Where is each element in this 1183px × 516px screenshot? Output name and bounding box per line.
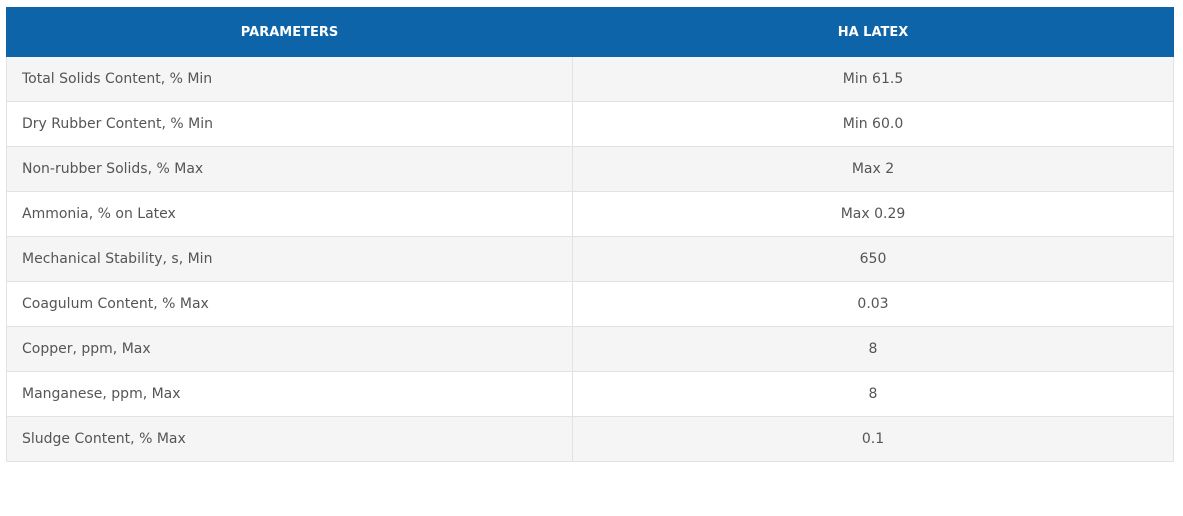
parameter-cell: Ammonia, % on Latex: [6, 191, 573, 237]
header-cell: PARAMETERS: [6, 7, 573, 57]
parameter-cell: Mechanical Stability, s, Min: [6, 236, 573, 282]
table-row: Copper, ppm, Max 8: [6, 326, 1174, 372]
parameter-cell: Dry Rubber Content, % Min: [6, 101, 573, 147]
table-row: Dry Rubber Content, % Min Min 60.0: [6, 101, 1174, 147]
value-cell: 8: [572, 326, 1174, 372]
parameter-cell: Total Solids Content, % Min: [6, 56, 573, 102]
value-cell: Max 0.29: [572, 191, 1174, 237]
table-row: Mechanical Stability, s, Min 650: [6, 236, 1174, 282]
parameter-cell: Coagulum Content, % Max: [6, 281, 573, 327]
parameter-cell: Manganese, ppm, Max: [6, 371, 573, 417]
value-cell: Max 2: [572, 146, 1174, 192]
spec-table: PARAMETERS HA LATEX Total Solids Content…: [6, 7, 1174, 462]
value-cell: Min 61.5: [572, 56, 1174, 102]
parameter-cell: Sludge Content, % Max: [6, 416, 573, 462]
value-cell: 8: [572, 371, 1174, 417]
table-row: Coagulum Content, % Max 0.03: [6, 281, 1174, 327]
header-cell: HA LATEX: [572, 7, 1174, 57]
table-body: Total Solids Content, % Min Min 61.5 Dry R…: [6, 56, 1174, 462]
table-row: Manganese, ppm, Max 8: [6, 371, 1174, 417]
table-row: Non-rubber Solids, % Max Max 2: [6, 146, 1174, 192]
parameter-cell: Non-rubber Solids, % Max: [6, 146, 573, 192]
parameter-cell: Copper, ppm, Max: [6, 326, 573, 372]
value-cell: Min 60.0: [572, 101, 1174, 147]
value-cell: 0.1: [572, 416, 1174, 462]
table-header: PARAMETERS HA LATEX: [6, 7, 1174, 57]
table-row: Ammonia, % on Latex Max 0.29: [6, 191, 1174, 237]
table-row: Sludge Content, % Max 0.1: [6, 416, 1174, 462]
table-row: Total Solids Content, % Min Min 61.5: [6, 56, 1174, 102]
header-row: PARAMETERS HA LATEX: [6, 7, 1174, 57]
value-cell: 650: [572, 236, 1174, 282]
value-cell: 0.03: [572, 281, 1174, 327]
